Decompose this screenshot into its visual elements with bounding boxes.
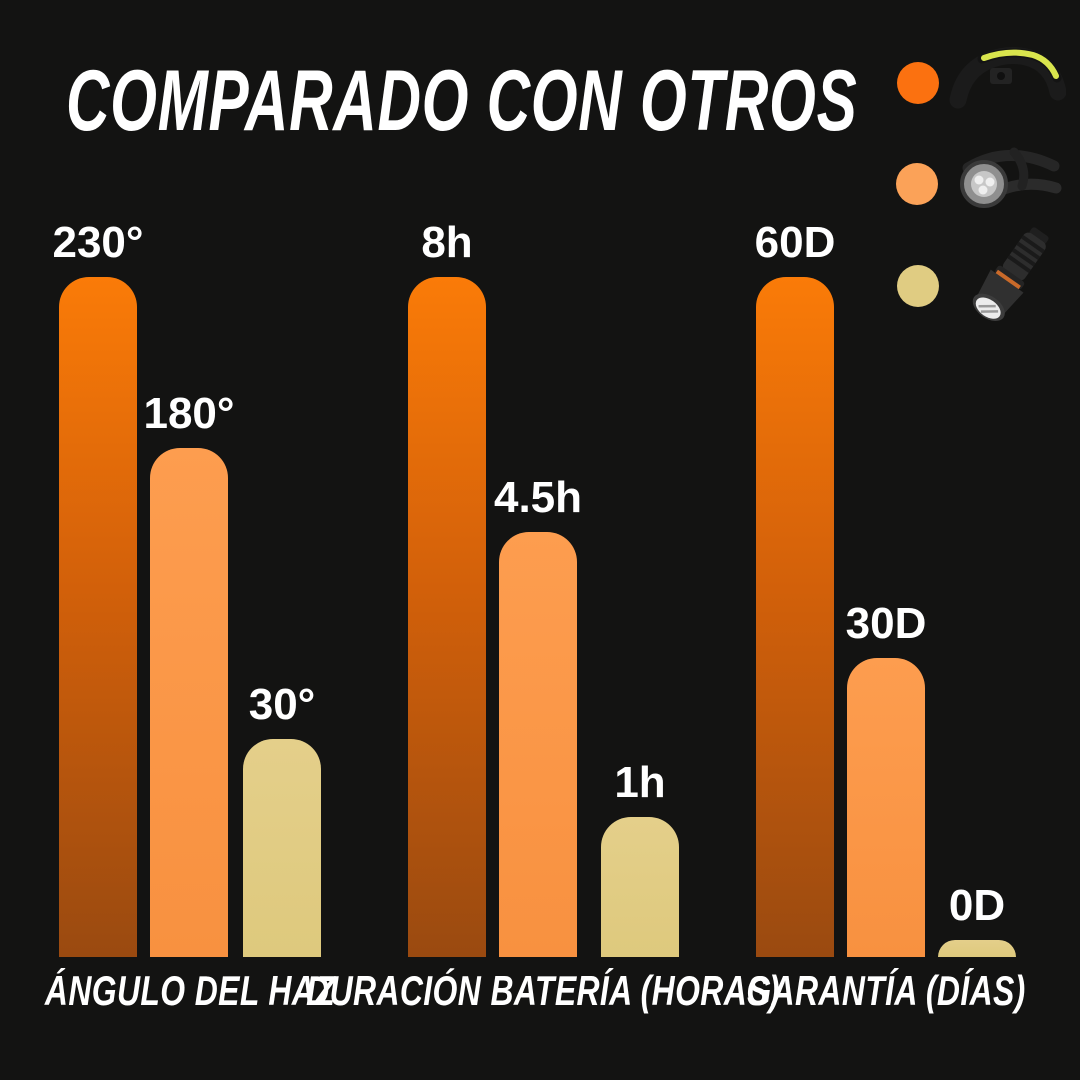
bar-value-label: 1h: [614, 758, 666, 807]
bar-value-label: 30°: [248, 680, 316, 729]
bar-180°: [150, 448, 228, 957]
bar-value-label: 0D: [948, 881, 1006, 930]
flashlight-icon: [972, 227, 1049, 322]
bar-value-label: 8h: [421, 218, 473, 267]
bar-value-label: 230°: [52, 218, 144, 267]
bar-0d: [938, 940, 1016, 957]
legend-dot-classic-headlamp: [896, 163, 938, 205]
axis-label: ÁNGULO DEL HAZ: [44, 967, 336, 1014]
classic-headlamp-icon: [960, 147, 1062, 208]
bar-30d: [847, 658, 925, 957]
legend-dot-flashlight: [897, 265, 939, 307]
bar-4.5h: [499, 532, 577, 957]
modern-headlamp-icon: [949, 47, 1066, 109]
bar-value-label: 4.5h: [493, 473, 583, 522]
bar-value-label: 30D: [845, 599, 927, 648]
bar-value-label: 180°: [143, 389, 235, 438]
axis-label: GARANTÍA (DÍAS): [746, 967, 1026, 1014]
page-title: COMPARADO CON OTROS: [66, 53, 858, 149]
bar-30°: [243, 739, 321, 957]
legend-dot-featured-headlamp: [897, 62, 939, 104]
bar-value-label: 60D: [754, 218, 836, 267]
axis-label: DURACIÓN BATERÍA (HORAS): [306, 967, 780, 1014]
bar-1h: [601, 817, 679, 957]
bar-8h: [408, 277, 486, 957]
bar-60d: [756, 277, 834, 957]
bar-230°: [59, 277, 137, 957]
